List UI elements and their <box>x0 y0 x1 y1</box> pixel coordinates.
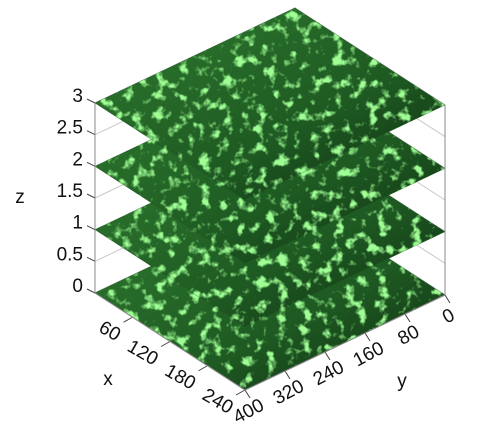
z-tick-label: 1.5 <box>57 181 83 202</box>
y-tick-label: 160 <box>350 338 388 371</box>
tick-mark <box>87 162 95 166</box>
y-tick-label: 400 <box>230 395 268 421</box>
tick-mark <box>236 390 245 395</box>
z-tick-label: 2 <box>72 149 83 170</box>
z-tick-label: 0 <box>72 276 83 297</box>
tick-mark <box>87 289 95 293</box>
tick-mark <box>87 131 95 135</box>
tick-mark <box>405 314 410 322</box>
z-tick-label: 2.5 <box>57 118 83 139</box>
tick-mark <box>87 194 95 198</box>
y-axis-label: y <box>397 371 407 392</box>
y-tick-label: 240 <box>310 357 348 390</box>
tick-mark <box>365 333 370 341</box>
y-tick-label: 0 <box>439 305 458 329</box>
tick-mark <box>445 295 450 303</box>
tick-mark <box>87 99 95 103</box>
x-tick-label: 180 <box>161 360 199 394</box>
tick-mark <box>87 226 95 230</box>
z-tick-label: 0.5 <box>57 244 83 265</box>
y-tick-label: 80 <box>395 321 424 349</box>
tick-mark <box>285 371 290 379</box>
z-axis-label: z <box>15 187 25 208</box>
tick-mark <box>199 366 208 371</box>
tick-mark <box>245 390 250 398</box>
z-tick-label: 3 <box>72 86 83 107</box>
x-axis-label: x <box>103 369 113 390</box>
tick-mark <box>87 257 95 261</box>
tick-mark <box>124 317 133 322</box>
x-tick-label: 120 <box>124 336 162 370</box>
y-tick-label: 320 <box>270 376 308 409</box>
x-tick-label: 60 <box>95 317 124 346</box>
chart: z x y 00.511.522.53601201802400801602403… <box>0 0 481 421</box>
z-tick-label: 1 <box>72 213 83 234</box>
tick-mark <box>161 342 170 347</box>
tick-mark <box>325 352 330 360</box>
